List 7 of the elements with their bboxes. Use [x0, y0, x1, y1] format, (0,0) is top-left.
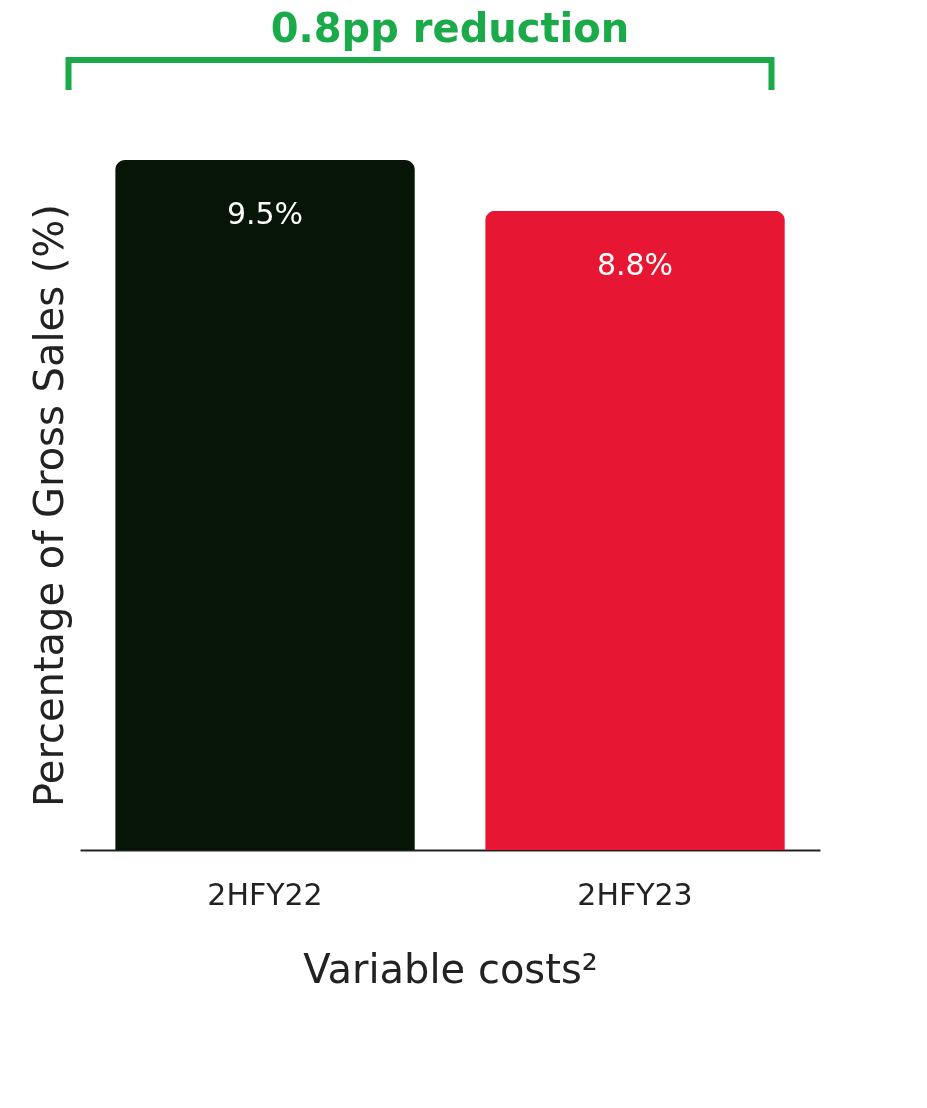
x-tick-label: 2HFY23 [577, 876, 693, 912]
data-label: 9.5% [226, 196, 304, 231]
data-label: 8.8% [596, 246, 674, 282]
x-tick-label: 2HFY22 [207, 876, 323, 912]
x-axis-title: Variable costs² [303, 945, 598, 992]
text: 0.8pp reduction [270, 5, 630, 51]
y-axis-title: Percentage of Gross Sales (%) [25, 204, 72, 807]
